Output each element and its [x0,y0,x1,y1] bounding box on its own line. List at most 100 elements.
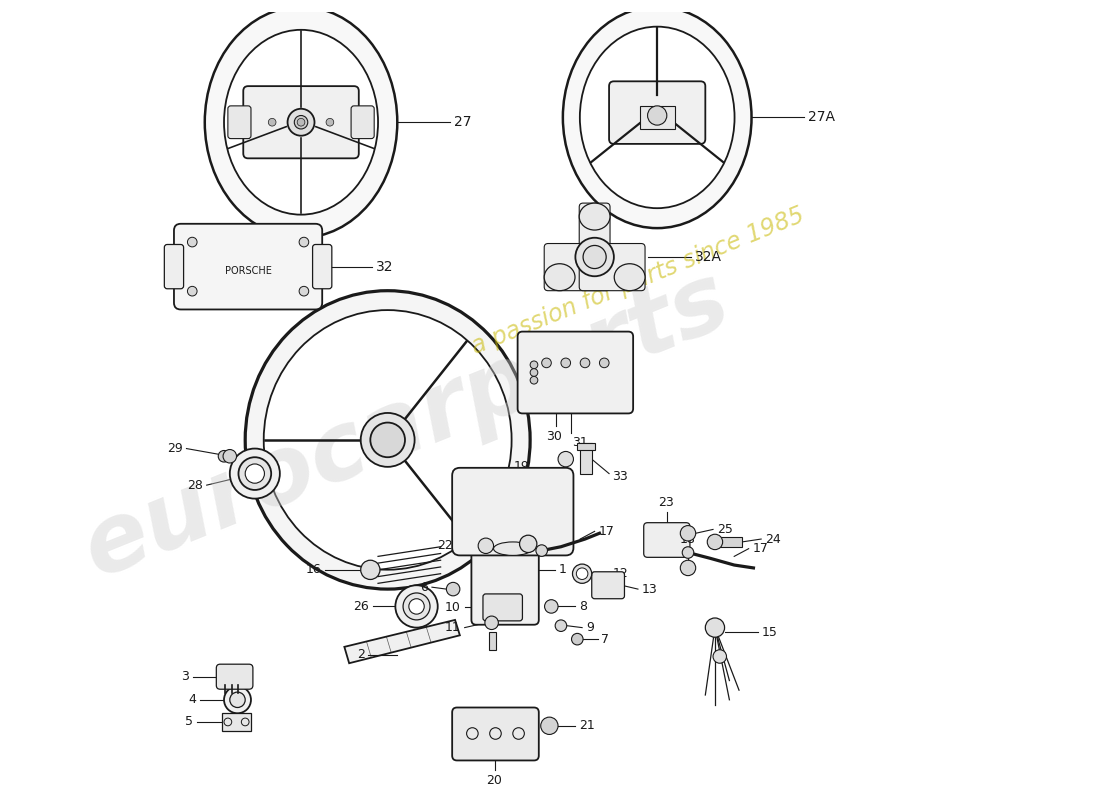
FancyBboxPatch shape [580,243,645,290]
Text: 21: 21 [580,719,595,732]
Circle shape [395,586,438,628]
Circle shape [297,118,305,126]
Text: 7: 7 [602,633,609,646]
Text: 3: 3 [182,670,189,683]
Circle shape [361,560,379,579]
Circle shape [530,361,538,369]
Ellipse shape [614,264,645,290]
Circle shape [326,118,333,126]
Text: 28: 28 [187,478,202,492]
Text: 16: 16 [306,563,321,576]
Text: 13: 13 [641,582,658,596]
Text: 5: 5 [185,715,194,729]
Circle shape [245,464,264,483]
Text: 30: 30 [547,430,562,442]
Circle shape [299,286,309,296]
Circle shape [187,238,197,247]
Circle shape [268,118,276,126]
Circle shape [707,534,723,550]
FancyBboxPatch shape [217,664,253,690]
Circle shape [409,598,425,614]
Circle shape [361,413,415,467]
Text: 32: 32 [376,260,394,274]
Bar [488,633,496,650]
Text: 10: 10 [444,601,461,614]
Circle shape [519,535,537,553]
Circle shape [536,545,548,556]
FancyBboxPatch shape [351,106,374,138]
FancyBboxPatch shape [164,245,184,289]
Ellipse shape [544,264,575,290]
Ellipse shape [264,310,512,570]
Text: 18: 18 [680,533,696,546]
Ellipse shape [245,290,530,589]
FancyBboxPatch shape [609,82,705,144]
Ellipse shape [224,30,378,214]
Circle shape [572,634,583,645]
Circle shape [239,458,272,490]
FancyBboxPatch shape [452,468,573,555]
Circle shape [558,451,573,467]
FancyBboxPatch shape [174,224,322,310]
Circle shape [230,692,245,707]
Text: 33: 33 [612,470,628,483]
FancyBboxPatch shape [243,86,359,158]
Polygon shape [344,620,460,663]
Text: 2: 2 [356,648,364,661]
Text: 4: 4 [188,694,196,706]
FancyBboxPatch shape [228,106,251,138]
FancyBboxPatch shape [644,522,690,558]
Circle shape [705,618,725,638]
Circle shape [478,538,494,554]
Text: 23: 23 [658,496,673,510]
Text: 22: 22 [438,539,453,552]
Circle shape [485,616,498,630]
Circle shape [541,358,551,368]
Text: PORSCHE: PORSCHE [224,266,272,277]
Bar [580,442,592,474]
Circle shape [287,109,315,136]
Text: 26: 26 [353,600,370,613]
Circle shape [530,369,538,376]
Text: 34: 34 [556,487,572,500]
FancyBboxPatch shape [580,203,611,270]
Text: 11: 11 [446,621,461,634]
Text: 9: 9 [586,621,594,634]
Text: 17: 17 [598,525,615,538]
Text: 31: 31 [572,435,588,449]
Circle shape [576,568,587,579]
FancyBboxPatch shape [544,243,610,290]
Text: 29: 29 [167,442,183,455]
Bar [222,714,251,730]
Circle shape [230,449,279,498]
Text: a passion for parts since 1985: a passion for parts since 1985 [468,203,807,359]
Text: 24: 24 [764,533,781,546]
Circle shape [544,600,558,613]
Text: 17: 17 [752,542,769,555]
Circle shape [403,593,430,620]
Text: 1: 1 [559,563,566,576]
Ellipse shape [205,6,397,238]
FancyBboxPatch shape [312,245,332,289]
Text: 8: 8 [580,600,587,613]
FancyBboxPatch shape [483,594,522,621]
Text: 18: 18 [520,506,536,519]
Ellipse shape [580,26,735,208]
Text: eurocarparts: eurocarparts [70,254,744,597]
Text: 25: 25 [717,523,733,536]
Circle shape [682,546,694,558]
Circle shape [648,106,667,125]
Circle shape [600,358,609,368]
Text: 12: 12 [613,567,629,580]
Circle shape [223,450,236,463]
FancyBboxPatch shape [452,707,539,761]
Text: 6: 6 [420,581,428,594]
Text: 20: 20 [486,774,503,787]
Circle shape [713,650,726,663]
Ellipse shape [563,6,751,228]
Circle shape [224,686,251,714]
Text: 27: 27 [454,115,472,130]
FancyBboxPatch shape [518,332,634,414]
FancyBboxPatch shape [592,572,625,598]
Circle shape [530,376,538,384]
